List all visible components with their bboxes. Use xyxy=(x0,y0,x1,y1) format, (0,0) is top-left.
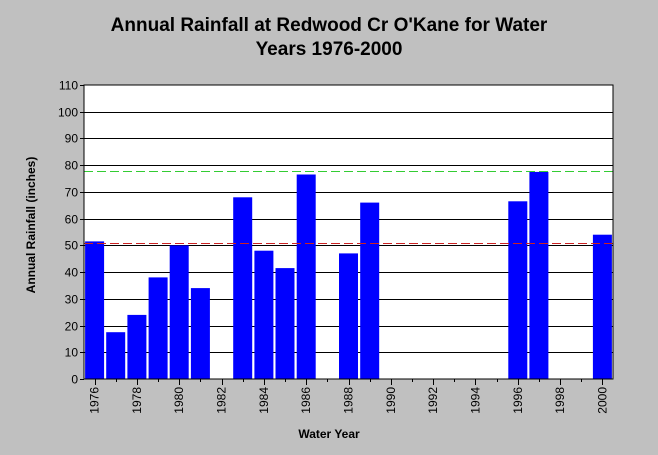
bar xyxy=(508,201,528,379)
bar xyxy=(169,245,189,379)
x-tick-label: 1986 xyxy=(299,387,313,414)
x-tick-label: 1980 xyxy=(172,387,186,414)
y-tick-label: 60 xyxy=(65,213,79,227)
bar xyxy=(106,332,126,379)
bar xyxy=(85,241,105,379)
y-tick-label: 0 xyxy=(71,373,78,387)
bar xyxy=(254,250,274,379)
x-tick-label: 1990 xyxy=(384,387,398,414)
x-tick-label: 1982 xyxy=(215,387,229,414)
y-tick-label: 40 xyxy=(65,266,79,280)
y-tick-label: 80 xyxy=(65,159,79,173)
x-tick-label: 1994 xyxy=(469,387,483,414)
x-tick-label: 1984 xyxy=(257,387,271,414)
bar xyxy=(296,174,316,379)
x-axis: 1976 1978 1980 1982 1984 1986 1988 1990 1992 1994… xyxy=(88,379,609,414)
y-tick-label: 70 xyxy=(65,186,79,200)
x-tick-label: 1992 xyxy=(426,387,440,414)
bar xyxy=(190,288,210,379)
bar xyxy=(360,202,380,379)
x-tick-label: 2000 xyxy=(595,387,609,414)
x-tick-label: 1976 xyxy=(88,387,102,414)
plot-border xyxy=(83,84,614,380)
x-tick-label: 1998 xyxy=(553,387,567,414)
bar xyxy=(148,277,168,379)
y-tick-label: 110 xyxy=(59,79,78,93)
y-tick-label: 10 xyxy=(65,346,79,360)
y-tick-label: 50 xyxy=(65,239,79,253)
bar xyxy=(339,253,358,379)
y-tick-label: 20 xyxy=(65,320,79,334)
x-tick-label: 1978 xyxy=(130,387,144,414)
y-axis: 0 10 20 30 40 50 60 70 80 90 100 110 xyxy=(58,79,84,387)
chart-title: Annual Rainfall at Redwood Cr O'Kane for… xyxy=(0,14,658,62)
x-tick-label: 1988 xyxy=(342,387,356,414)
bars xyxy=(85,171,612,379)
chart-title-line-1: Annual Rainfall at Redwood Cr O'Kane for… xyxy=(110,15,548,36)
reference-lines xyxy=(84,171,613,244)
bar xyxy=(592,234,612,379)
y-tick-label: 30 xyxy=(65,293,79,307)
bar xyxy=(275,268,295,379)
y-tick-label: 90 xyxy=(65,132,79,146)
bar xyxy=(529,171,549,379)
y-axis-label: Annual Rainfall (inches) xyxy=(24,156,38,294)
bar xyxy=(127,314,147,379)
x-tick-label: 1996 xyxy=(511,387,525,414)
y-tick-label: 100 xyxy=(58,106,78,120)
chart-title-line-2: Years 1976-2000 xyxy=(255,39,403,60)
bar xyxy=(233,197,253,379)
x-axis-label: Water Year xyxy=(298,427,360,441)
